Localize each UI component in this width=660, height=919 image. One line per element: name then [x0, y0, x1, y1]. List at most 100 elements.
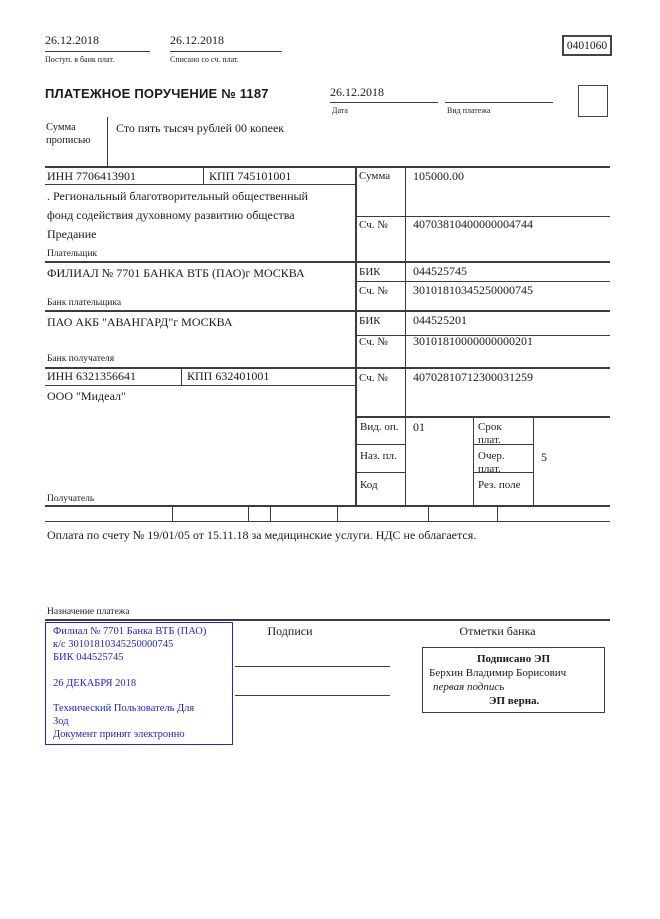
- table-border: [45, 385, 355, 386]
- signature-line: [235, 666, 390, 667]
- divider: [45, 51, 150, 52]
- divider: [330, 102, 438, 103]
- payer-bank-bik-value: 044525745: [413, 264, 467, 278]
- op-type-value: 01: [413, 420, 425, 434]
- payee-name: ООО "Мидеал": [47, 389, 126, 403]
- amount-words-label: Сумма прописью: [46, 122, 91, 146]
- payee-bank-bik-value: 044525201: [413, 313, 467, 327]
- document-title: ПЛАТЕЖНОЕ ПОРУЧЕНИЕ № 1187: [45, 86, 269, 101]
- form-code-box: 0401060: [562, 35, 612, 56]
- priority-value: 5: [541, 450, 547, 464]
- payee-account-value: 40702810712300031259: [413, 370, 533, 384]
- stamp-user-line1: Технический Пользователь Для: [53, 703, 195, 715]
- divider: [45, 619, 610, 621]
- stamp-bik: БИК 044525745: [53, 651, 124, 663]
- ep-valid-line: ЭП верна.: [489, 695, 540, 707]
- payee-bank-name: ПАО АКБ "АВАНГАРД"г МОСКВА: [47, 315, 233, 329]
- table-border: [45, 367, 610, 369]
- pay-purpose-label: Наз. пл.: [360, 450, 397, 462]
- stamp-date: 26 ДЕКАБРЯ 2018: [53, 677, 137, 689]
- table-border: [270, 507, 271, 522]
- table-border: [497, 507, 498, 522]
- received-date-label: Поступ. в банк плат.: [45, 55, 115, 64]
- signatures-label: Подписи: [267, 624, 313, 638]
- date-label: Дата: [332, 106, 348, 115]
- table-border: [45, 261, 610, 263]
- divider: [107, 117, 108, 168]
- stamp-accepted: Документ принят электронно: [53, 729, 185, 741]
- debited-date: 26.12.2018: [170, 33, 224, 47]
- first-signature-line: первая подпись: [433, 681, 505, 693]
- table-border: [45, 184, 355, 185]
- spacer: [53, 691, 225, 704]
- form-code: 0401060: [566, 39, 608, 52]
- amount-value: 105000.00: [413, 169, 464, 183]
- debited-date-label: Списано со сч. плат.: [170, 55, 239, 64]
- table-border: [405, 166, 406, 507]
- payee-bank-bik-label: БИК: [359, 315, 381, 327]
- table-border: [355, 416, 610, 418]
- table-border: [45, 505, 610, 507]
- payer-account-value: 40703810400000004744: [413, 217, 533, 231]
- table-border: [428, 507, 429, 522]
- signer-name: Берхин Владимир Борисович: [429, 667, 567, 679]
- payee-bank-label: Банк получателя: [47, 354, 115, 364]
- table-border: [355, 166, 357, 507]
- payment-type-box: [578, 85, 608, 117]
- table-border: [533, 416, 534, 507]
- payee-account-label: Сч. №: [359, 372, 388, 384]
- payer-bank-account-label: Сч. №: [359, 285, 388, 297]
- table-border: [356, 444, 405, 445]
- table-border: [45, 166, 610, 168]
- document-date: 26.12.2018: [330, 85, 384, 99]
- code-label: Код: [360, 479, 378, 491]
- stamp-bank-name: Филиал № 7701 Банка ВТБ (ПАО): [53, 626, 207, 637]
- stamp-user-line2: Зод: [53, 716, 69, 728]
- table-border: [181, 367, 182, 386]
- payee-inn: ИНН 6321356641: [47, 369, 136, 383]
- amount-label: Сумма: [359, 170, 391, 182]
- table-border: [337, 507, 338, 522]
- table-border: [473, 472, 533, 473]
- divider: [170, 51, 282, 52]
- signature-stamp-box: Подписано ЭП Берхин Владимир Борисович п…: [422, 647, 605, 713]
- payer-bank-bik-label: БИК: [359, 266, 381, 278]
- signature-line: [235, 695, 390, 696]
- payment-purpose-text: Оплата по счету № 19/01/05 от 15.11.18 з…: [47, 528, 477, 542]
- signed-ep-line: Подписано ЭП: [476, 653, 551, 665]
- payee-bank-account-value: 30101810000000000201: [413, 334, 533, 348]
- table-border: [45, 310, 610, 312]
- table-border: [172, 507, 173, 522]
- received-date: 26.12.2018: [45, 33, 99, 47]
- table-border: [248, 507, 249, 522]
- payer-label: Плательщик: [47, 249, 98, 259]
- stamp-corr-account: к/с 30101810345250000745: [53, 638, 174, 650]
- payer-inn: ИНН 7706413901: [47, 169, 136, 183]
- op-type-label: Вид. оп.: [360, 421, 399, 433]
- table-border: [203, 166, 204, 184]
- amount-words-value: Сто пять тысяч рублей 00 копеек: [116, 121, 285, 135]
- bank-marks-label: Отметки банка: [459, 624, 536, 638]
- pay-term-label: Срок плат.: [478, 421, 502, 446]
- spacer: [53, 665, 225, 678]
- table-border: [356, 472, 405, 473]
- table-border: [355, 335, 610, 336]
- payment-purpose-label: Назначение платежа: [47, 607, 130, 617]
- table-border: [355, 281, 610, 282]
- payer-kpp: КПП 745101001: [209, 169, 292, 183]
- table-border: [45, 521, 610, 522]
- reserve-field-label: Рез. поле: [478, 479, 521, 491]
- payment-type-label: Вид платежа: [447, 106, 491, 115]
- table-border: [473, 416, 474, 507]
- payee-label: Получатель: [47, 494, 95, 504]
- payer-bank-label: Банк плательщика: [47, 298, 122, 308]
- payer-account-label: Сч. №: [359, 219, 388, 231]
- payer-bank-name: ФИЛИАЛ № 7701 БАНКА ВТБ (ПАО)г МОСКВА: [47, 266, 305, 280]
- table-border: [473, 444, 533, 445]
- table-border: [355, 216, 610, 217]
- priority-label: Очер. плат.: [478, 450, 505, 475]
- payer-name: . Региональный благотворительный обществ…: [47, 189, 308, 241]
- divider: [445, 102, 553, 103]
- payer-bank-account-value: 30101810345250000745: [413, 283, 533, 297]
